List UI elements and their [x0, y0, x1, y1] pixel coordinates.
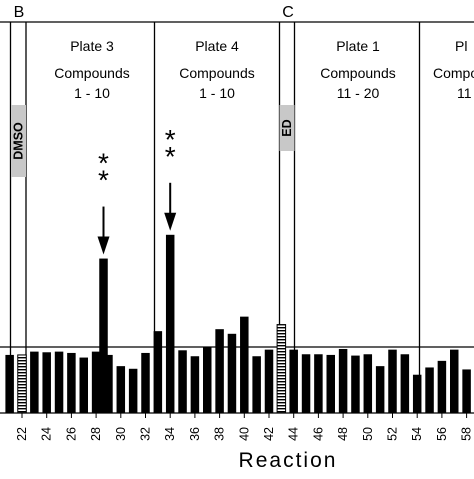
section-title: Pl [455, 38, 467, 54]
x-tick-label: 44 [287, 427, 301, 441]
significance-star: * [165, 124, 176, 155]
x-tick-label: 32 [139, 427, 153, 441]
significance-star: * [98, 165, 109, 196]
section-subtitle: Compounds [54, 65, 130, 81]
bar-24 [42, 352, 51, 413]
x-axis-label: Reaction [239, 449, 338, 472]
bar-58 [462, 369, 471, 413]
control-label-box [11, 105, 26, 177]
section-subtitle: Compounds [320, 65, 396, 81]
bar-26 [67, 352, 76, 413]
bar-40 [240, 316, 249, 413]
bar-49 [351, 355, 360, 413]
section-subtitle: Compounds [179, 65, 255, 81]
bar-46 [314, 354, 323, 413]
x-tick-label: 24 [40, 427, 54, 441]
bar-34 [165, 234, 175, 413]
bar-50 [363, 354, 373, 413]
x-tick-label: 28 [89, 427, 103, 441]
x-tick-label: 22 [15, 427, 29, 441]
bar-45 [301, 354, 311, 413]
x-tick-label: 38 [213, 427, 227, 441]
bar-41 [252, 356, 261, 413]
significance-star: * [98, 148, 109, 179]
control-label-box [279, 105, 295, 151]
x-tick-label: 50 [361, 427, 375, 441]
x-tick-label: 54 [410, 427, 424, 441]
arrow-head [97, 236, 110, 255]
bar-31 [128, 368, 138, 413]
section-title: Plate 1 [336, 38, 380, 54]
control-label-ed: ED [280, 119, 294, 136]
bar-48 [338, 348, 348, 413]
bar-22 [17, 354, 27, 414]
bar-32 [141, 352, 150, 413]
bar-30 [116, 366, 126, 413]
section-title: Plate 3 [70, 38, 114, 54]
bar-28 [91, 351, 101, 413]
x-tick-label: 58 [460, 427, 474, 441]
bar-56 [437, 360, 447, 413]
section-title: Plate 4 [195, 38, 239, 54]
x-tick-label: 40 [237, 427, 251, 441]
bar-36 [190, 356, 200, 413]
control-label-dmso: DMSO [12, 122, 26, 160]
panel-letter-c: C [282, 4, 294, 21]
bar-44 [289, 349, 298, 413]
section-range: 11 - 20 [337, 85, 380, 101]
x-tick-label: 56 [435, 427, 449, 441]
bar-37 [203, 347, 212, 413]
x-tick-label: 42 [262, 427, 276, 441]
bar-35 [178, 350, 187, 413]
bar-47 [326, 354, 335, 413]
bar-39 [227, 333, 237, 413]
bar-25 [54, 351, 64, 413]
x-tick-label: 30 [114, 427, 128, 441]
bar-57 [450, 349, 459, 413]
section-subtitle: Compounds [433, 65, 474, 81]
bar-23 [30, 351, 39, 413]
bar-42 [264, 349, 274, 413]
bar-27 [79, 357, 88, 413]
significance-star: * [165, 141, 176, 172]
bar-55 [425, 367, 434, 413]
bar-21 [5, 354, 14, 413]
section-range: 11 [457, 85, 472, 101]
bar-52 [388, 349, 397, 413]
bar-43 [276, 324, 287, 414]
bar-51 [375, 366, 385, 413]
x-tick-label: 26 [64, 427, 78, 441]
section-range: 1 - 10 [199, 85, 235, 101]
bar-38 [215, 329, 224, 413]
x-tick-label: 36 [188, 427, 202, 441]
section-range: 1 - 10 [74, 85, 110, 101]
bar-29 [104, 354, 113, 413]
bar-54 [412, 374, 422, 413]
panel-letter-b: B [14, 4, 25, 21]
bar-33 [153, 331, 163, 413]
x-tick-label: 48 [336, 427, 350, 441]
x-tick-label: 46 [311, 427, 325, 441]
bar-28.6 [99, 258, 108, 413]
arrow-head [164, 212, 177, 231]
x-tick-label: 34 [163, 427, 177, 441]
bar-53 [400, 354, 410, 413]
x-tick-label: 52 [386, 427, 400, 441]
